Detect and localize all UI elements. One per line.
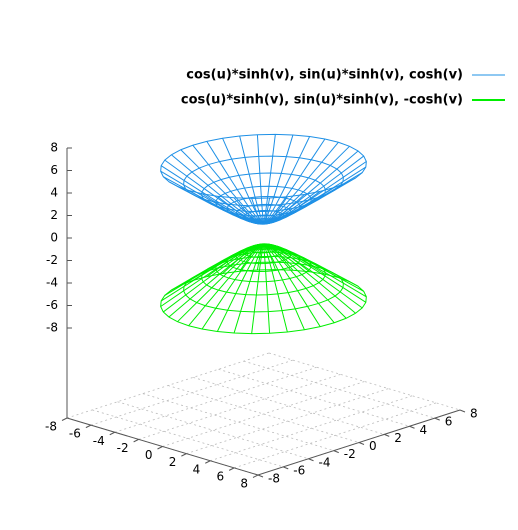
wire-meridian [171,154,264,224]
wire-meridian [201,244,264,330]
x-tick-label: 2 [169,455,177,469]
grid-line [167,385,360,443]
grid-line [186,388,389,455]
x-tick [228,467,235,471]
wire-meridian [222,138,264,224]
wire-meridian [162,244,264,313]
y-tick [257,474,264,478]
y-tick [358,442,365,445]
y-tick-label: -6 [293,463,305,477]
y-tick-label: -8 [268,472,280,486]
y-tick [283,466,289,470]
y-tick [434,417,440,421]
wire-meridian [251,198,264,225]
x-tick-label: 4 [193,462,201,476]
wire-meridian [263,141,339,224]
grid-line [138,373,341,440]
grid-line [193,376,385,435]
x-tick-label: 0 [145,448,153,462]
grid-line [210,395,413,462]
y-tick [459,409,466,413]
wire-meridian [239,135,264,224]
wire-meridian [263,190,321,225]
grid-line [234,402,437,469]
x-tick [133,438,139,443]
x-tick-label: -2 [117,441,129,455]
x-tick [181,453,187,457]
z-tick-label: -2 [46,253,58,267]
wire-meridian [168,244,264,318]
grid-line [114,366,317,433]
x-tick-label: -6 [69,427,81,441]
x-tick-label: -8 [45,420,57,434]
grid-line [142,393,334,452]
y-tick-label: -4 [319,455,331,469]
wire-meridian [263,134,276,223]
grid-line [92,409,284,468]
x-tick [157,446,163,450]
x-tick [205,460,211,464]
z-tick-label: 6 [50,163,58,177]
z-tick-label: -6 [46,298,58,312]
z-tick-label: -4 [46,276,58,290]
grid-line [117,401,309,460]
wire-meridian [216,244,264,332]
z-tick-label: 4 [50,186,58,200]
wire-meridian [180,149,264,224]
grid-line [218,368,410,427]
y-tick [384,433,390,437]
x-tick-label: 8 [240,477,248,491]
wire-meridian [177,244,264,323]
wire-meridian [192,144,264,224]
x-tick [252,474,259,478]
x-tick-label: -4 [93,434,105,448]
wire-meridian [251,245,264,334]
y-tick-label: 6 [445,415,453,429]
x-tick [61,417,68,421]
wire-meridian [188,244,264,327]
y-tick-label: -2 [344,447,356,461]
wire-meridian [263,138,326,224]
wire-meridian [256,134,264,223]
wire-meridian [263,197,271,225]
y-tick-label: 0 [369,439,377,453]
wire-meridian [263,155,365,224]
y-tick-label: 8 [470,407,478,421]
wire-meridian [263,136,311,224]
y-tick [308,458,314,462]
wire-meridian [263,244,305,330]
x-tick [85,424,92,429]
legend-label: cos(u)*sinh(v), sin(u)*sinh(v), cosh(v) [186,68,463,83]
grid-line [162,381,365,447]
wire-meridian [263,245,271,334]
wire-meridian [263,244,335,324]
y-tick [409,425,415,429]
x-tick [109,431,115,436]
wire-meridian [263,145,350,224]
surface [160,243,367,335]
wire-meridian [263,244,321,327]
legend-label: cos(u)*sinh(v), sin(u)*sinh(v), -cosh(v) [181,93,463,108]
wire-meridian [263,244,288,333]
surface [160,133,367,225]
wire-meridian [263,244,347,319]
grid-line [90,359,293,426]
grid-line [243,360,435,419]
z-tick-label: 2 [50,208,58,222]
wire-meridian [263,244,356,314]
y-tick [333,450,339,454]
wire-meridian [263,243,276,270]
grid-line [268,352,461,411]
z-tick-label: 0 [50,231,58,245]
wire-meridian [233,244,264,334]
z-tick-label: 8 [50,141,58,155]
y-tick-label: 2 [394,431,402,445]
x-tick-label: 6 [216,469,224,483]
y-tick-label: 4 [420,423,428,437]
z-tick-label: -8 [46,321,58,335]
